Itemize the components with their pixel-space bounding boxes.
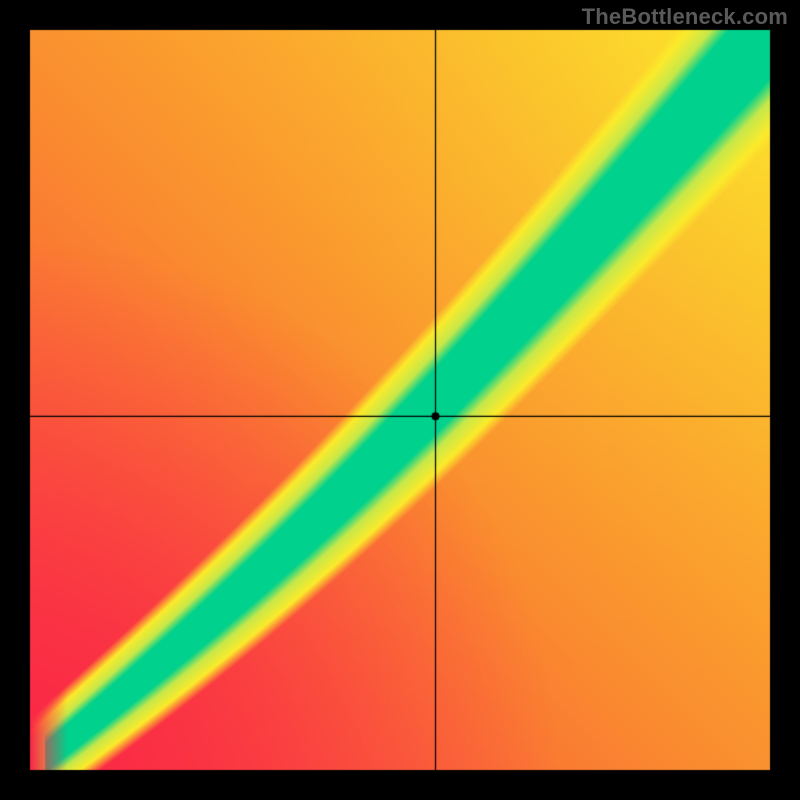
watermark-text: TheBottleneck.com [582,4,788,30]
chart-container: TheBottleneck.com [0,0,800,800]
heatmap-canvas [0,0,800,800]
